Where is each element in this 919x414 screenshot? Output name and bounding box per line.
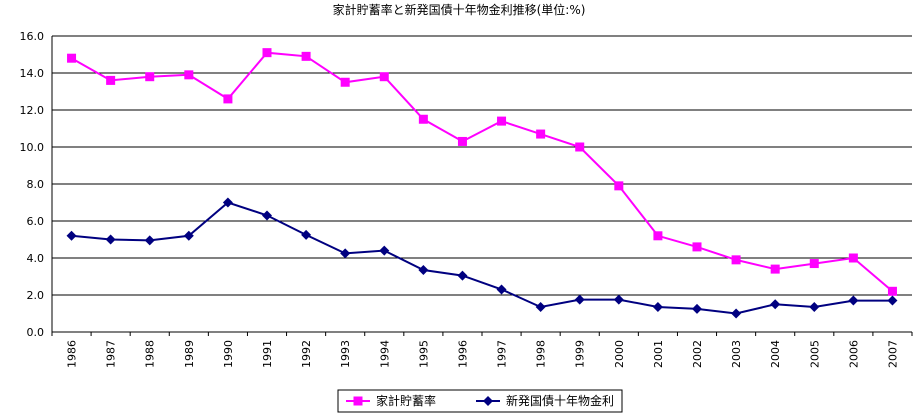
- data-point-diamond: [770, 299, 781, 310]
- y-tick-label: 8.0: [27, 178, 45, 191]
- x-tick-label: 1996: [456, 340, 469, 368]
- data-point-diamond: [301, 229, 312, 240]
- data-point-square: [692, 242, 702, 252]
- data-point-square: [301, 51, 311, 61]
- data-point-diamond: [574, 294, 585, 305]
- data-point-square: [340, 77, 350, 87]
- data-point-square: [457, 136, 467, 146]
- data-point-square: [575, 142, 585, 152]
- data-point-diamond: [418, 265, 429, 276]
- legend-label-1: 新発国債十年物金利: [506, 393, 614, 408]
- plot-area: 0.0 2.0 4.0 6.0 8.0 10.0 12.0 14.0 16.0 1986 1987 1…: [20, 30, 913, 368]
- data-point-diamond: [457, 270, 468, 281]
- x-tick-label: 1993: [339, 340, 352, 368]
- x-tick-label: 1994: [378, 340, 391, 368]
- x-tick-label: 1995: [417, 340, 430, 368]
- data-point-diamond: [222, 197, 233, 208]
- data-point-diamond: [262, 210, 272, 221]
- legend-label-0: 家計貯蓄率: [376, 393, 436, 408]
- x-tick-label: 1986: [66, 340, 79, 368]
- data-point-square: [614, 181, 624, 191]
- data-point-diamond: [496, 284, 507, 295]
- y-tick-label: 6.0: [27, 215, 45, 228]
- data-point-diamond: [379, 245, 390, 256]
- data-point-square: [145, 72, 155, 82]
- chart-title: 家計貯蓄率と新発国債十年物金利推移(単位:%): [333, 2, 586, 17]
- data-point-square: [809, 259, 819, 269]
- y-tick-label: 16.0: [20, 30, 45, 43]
- x-tick-label: 2001: [652, 340, 665, 368]
- x-tick-label: 1997: [496, 340, 509, 368]
- data-point-diamond: [692, 303, 702, 314]
- x-tick-label: 1998: [535, 340, 548, 368]
- y-tick-label: 12.0: [20, 104, 45, 117]
- data-point-diamond: [848, 295, 859, 306]
- data-point-diamond: [887, 295, 898, 306]
- data-point-square: [184, 70, 194, 80]
- x-tick-label: 1990: [222, 340, 235, 368]
- x-tick-label: 1987: [105, 340, 118, 368]
- data-point-square: [67, 53, 77, 63]
- data-point-square: [731, 255, 741, 265]
- data-point-square: [497, 116, 507, 126]
- y-tick-label: 10.0: [20, 141, 45, 154]
- y-tick-label: 14.0: [20, 67, 45, 80]
- data-point-diamond: [340, 248, 351, 259]
- data-point-square: [536, 129, 546, 139]
- legend: 家計貯蓄率 新発国債十年物金利: [337, 389, 623, 413]
- x-tick-label: 1999: [574, 340, 587, 368]
- y-tick-label: 4.0: [27, 252, 45, 265]
- legend-marker-square: [353, 396, 363, 406]
- x-tick-label: 2002: [691, 340, 704, 368]
- data-point-diamond: [809, 302, 820, 313]
- x-tick-label: 2006: [847, 340, 860, 368]
- data-point-diamond: [144, 235, 155, 246]
- legend-marker-diamond: [483, 396, 493, 406]
- x-tick-label: 1988: [144, 340, 157, 368]
- data-point-diamond: [613, 294, 624, 305]
- data-point-square: [887, 286, 897, 296]
- x-tick-label: 1989: [183, 340, 196, 368]
- x-tick-label: 2005: [808, 340, 821, 368]
- data-point-diamond: [652, 302, 663, 313]
- data-point-square: [262, 48, 272, 58]
- data-point-diamond: [66, 230, 77, 241]
- data-point-square: [379, 72, 389, 82]
- data-point-diamond: [731, 308, 742, 319]
- series-line-0: [71, 51, 894, 293]
- data-point-square: [223, 94, 233, 104]
- x-tick-label: 2004: [769, 340, 782, 368]
- data-point-diamond: [535, 302, 546, 313]
- series-line-1: [71, 201, 893, 315]
- x-tick-label: 2003: [730, 340, 743, 368]
- data-point-diamond: [183, 230, 194, 241]
- x-tick-label: 1992: [300, 340, 313, 368]
- x-tick-label: 2007: [886, 340, 899, 368]
- data-point-square: [770, 264, 780, 274]
- data-point-square: [653, 231, 663, 241]
- y-tick-label: 2.0: [27, 289, 45, 302]
- y-tick-label: 0.0: [27, 326, 45, 339]
- data-point-square: [106, 75, 116, 85]
- data-point-diamond: [105, 234, 116, 245]
- x-tick-label: 2000: [613, 340, 626, 368]
- data-point-square: [848, 253, 858, 263]
- x-tick-label: 1991: [261, 340, 274, 368]
- data-point-square: [418, 114, 428, 124]
